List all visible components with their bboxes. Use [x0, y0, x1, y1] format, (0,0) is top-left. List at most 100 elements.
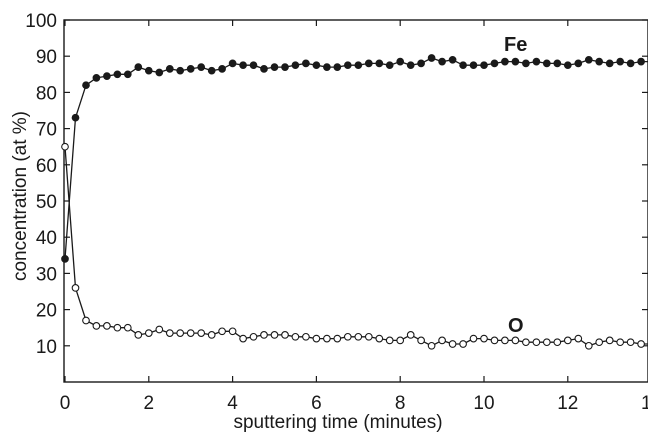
y-tick-label: 70	[36, 120, 57, 141]
data-point-o	[291, 332, 300, 341]
data-point-fe	[71, 113, 80, 122]
y-tick-label: 60	[36, 156, 57, 177]
data-point-o	[239, 334, 247, 343]
data-point-fe	[616, 57, 625, 66]
data-point-o	[595, 338, 604, 347]
data-point-o	[302, 332, 310, 341]
data-point-fe	[480, 61, 488, 70]
data-point-fe	[92, 74, 101, 82]
data-point-fe	[134, 63, 143, 71]
data-point-o	[406, 331, 415, 339]
data-point-fe	[605, 59, 614, 68]
data-point-fe	[438, 57, 446, 66]
x-tick-label: 8	[395, 393, 406, 414]
data-point-fe	[532, 57, 541, 66]
data-point-fe	[427, 54, 436, 62]
data-point-fe	[155, 68, 164, 77]
x-axis-title: sputtering time (minutes)	[233, 412, 442, 433]
data-point-fe	[218, 65, 226, 73]
y-tick-label: 20	[36, 301, 57, 322]
data-point-o	[553, 338, 562, 347]
data-point-o	[459, 340, 467, 348]
data-point-fe	[354, 61, 363, 70]
data-point-o	[637, 340, 645, 348]
data-point-o	[584, 341, 593, 350]
data-point-fe	[302, 59, 310, 68]
data-point-fe	[501, 57, 509, 66]
data-point-fe	[186, 65, 195, 73]
data-point-o	[354, 332, 363, 341]
data-point-fe	[511, 57, 520, 66]
data-point-fe	[490, 59, 499, 68]
data-point-fe	[165, 65, 174, 73]
data-point-o	[260, 331, 268, 339]
data-point-o	[396, 336, 405, 345]
data-point-fe	[522, 59, 530, 68]
plot-area	[63, 19, 648, 383]
data-point-o	[176, 329, 185, 337]
data-point-o	[480, 334, 488, 343]
data-point-o	[511, 336, 520, 345]
data-point-fe	[207, 66, 216, 75]
data-point-o	[228, 327, 237, 336]
data-point-fe	[312, 61, 321, 70]
data-point-fe	[239, 61, 247, 70]
x-axis: 0 2 4 6 8 10 12 14	[60, 20, 648, 414]
data-point-o	[249, 332, 258, 341]
data-point-fe	[364, 59, 373, 68]
data-point-o	[574, 334, 583, 343]
series-label-fe: Fe	[504, 34, 527, 56]
data-point-o	[532, 338, 541, 347]
data-point-fe	[448, 55, 457, 64]
data-point-o	[165, 329, 174, 337]
data-point-o	[501, 336, 509, 345]
series-line-o	[64, 146, 648, 347]
data-point-fe	[584, 55, 593, 64]
data-point-fe	[574, 59, 583, 68]
y-tick-label: 50	[36, 192, 57, 213]
data-point-fe	[260, 65, 268, 73]
data-point-o	[616, 338, 625, 347]
data-point-o	[323, 334, 331, 343]
series-line-fe	[64, 57, 648, 259]
y-tick-label: 30	[36, 264, 57, 285]
data-point-fe	[417, 59, 425, 68]
data-point-o	[207, 331, 216, 339]
data-point-fe	[542, 59, 551, 68]
x-tick-label: 0	[60, 393, 71, 414]
data-point-o	[417, 336, 425, 345]
x-tick-label: 2	[144, 393, 155, 414]
data-point-o	[490, 336, 499, 345]
data-point-fe	[375, 59, 384, 68]
data-point-o	[542, 338, 551, 347]
data-point-o	[82, 316, 90, 325]
data-point-fe	[61, 255, 69, 263]
y-tick-label: 100	[25, 11, 57, 32]
data-point-o	[134, 331, 143, 339]
data-point-fe	[103, 72, 111, 80]
data-point-fe	[333, 63, 342, 71]
data-point-o	[343, 332, 352, 341]
data-point-fe	[197, 63, 206, 71]
data-point-fe	[249, 61, 258, 70]
data-point-fe	[563, 61, 572, 70]
series-layer	[61, 54, 648, 350]
data-point-fe	[469, 61, 478, 70]
data-point-o	[469, 334, 478, 343]
data-point-fe	[281, 63, 289, 71]
data-point-o	[92, 322, 101, 330]
y-tick-label: 80	[36, 83, 57, 104]
data-point-o	[144, 329, 153, 337]
x-tick-label: 14	[641, 393, 648, 414]
data-point-o	[61, 142, 69, 151]
data-point-fe	[113, 70, 122, 79]
data-point-o	[281, 331, 289, 339]
data-point-fe	[123, 70, 132, 79]
data-point-fe	[176, 66, 185, 75]
y-tick-label: 90	[36, 47, 57, 68]
data-point-fe	[323, 63, 331, 71]
series-fe	[61, 54, 648, 263]
data-point-fe	[270, 63, 279, 71]
data-point-o	[312, 334, 321, 343]
